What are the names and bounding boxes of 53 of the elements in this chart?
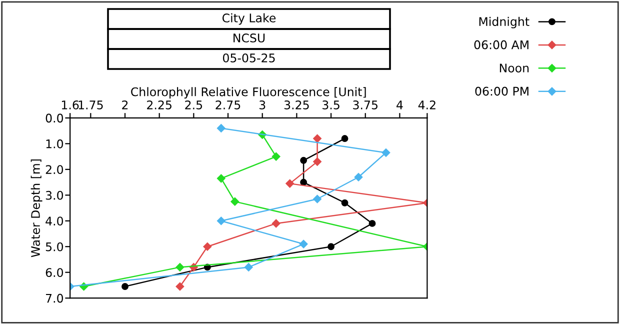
point [354,172,363,182]
point [217,174,226,183]
point [286,179,294,188]
x-tick-label: 4 [396,100,403,110]
point [300,156,308,164]
x-axis-title: Chlorophyll Relative Fluorescence [Unit] [131,87,366,99]
chart-title: City Lake [222,13,276,25]
point [300,178,308,186]
legend-label: 06:00 AM [474,40,528,50]
x-tick-label: 2.75 [216,100,240,110]
point [368,220,376,227]
point [176,282,184,291]
text: 05-05-25 [222,53,275,62]
y-tick-label: 6.0 [46,268,64,277]
legend-label: Noon [500,64,529,72]
x-tick-label: 3 [260,100,266,110]
x-tick-label: 2.25 [147,100,172,110]
point [176,263,184,272]
point [313,194,322,204]
y-tick-label: 7.0 [46,294,64,303]
x-tick-label: 2 [122,100,128,110]
y-tick-label: 5.0 [46,242,64,252]
x-tick-label: 4.2 [418,100,436,110]
point [299,240,308,248]
x-tick-label: 2.5 [185,100,202,110]
point [382,148,390,157]
x-tick-label: 3.75 [353,100,378,110]
y-tick-label: 2.0 [46,165,64,174]
point [313,134,322,143]
point [313,158,322,166]
point [341,135,348,142]
legend-label: Midnight [479,16,530,28]
point [272,219,280,228]
y-tick-label: 3.0 [46,190,64,200]
point [230,197,240,206]
x-tick-label: 1.75 [78,100,103,110]
point [217,216,226,226]
y-tick-label: 1.0 [46,139,64,148]
y-tick-label: 0.0 [46,114,64,123]
point [244,263,253,272]
y-axis-title: Water Depth [m] [30,159,42,258]
point [217,124,226,132]
point [272,152,280,161]
point [122,283,128,290]
x-tick-label: 3.25 [284,100,309,110]
point [341,199,348,206]
y-tick-label: 4.0 [46,216,64,226]
point [328,243,335,250]
legend-label: 06:00 PM [475,86,528,96]
x-tick-label: 3.5 [322,100,340,110]
point [203,242,212,251]
x-tick-label: 1.6 [62,100,79,110]
chart-subtitle: NCSU [234,33,265,42]
